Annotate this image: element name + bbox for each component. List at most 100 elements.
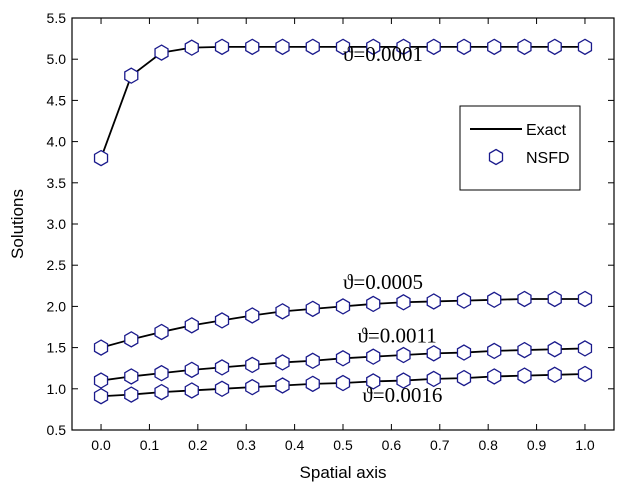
nsfd-marker [245, 38, 260, 56]
nsfd-marker [547, 290, 562, 308]
nsfd-marker [214, 312, 230, 329]
nsfd-marker [305, 352, 320, 370]
nsfd-marker [547, 38, 562, 56]
x-axis-label: Spatial axis [300, 463, 387, 482]
nsfd-marker [396, 38, 411, 56]
legend-nsfd-hexagon-swatch [488, 148, 504, 166]
x-tick-label: 0.7 [430, 437, 450, 453]
legend-label-exact: Exact [526, 122, 567, 139]
y-tick-label: 1.5 [47, 340, 67, 356]
nsfd-marker [456, 292, 472, 309]
x-tick-label: 0.4 [285, 437, 305, 453]
nsfd-marker [396, 294, 411, 311]
series-annotation: ϑ=0.0016 [362, 383, 442, 407]
nsfd-marker [335, 350, 351, 367]
y-tick-label: 2.5 [47, 257, 67, 273]
nsfd-marker [184, 317, 199, 334]
nsfd-marker [577, 365, 593, 383]
nsfd-marker [517, 290, 532, 308]
nsfd-marker [396, 346, 411, 364]
y-tick-label: 4.5 [47, 92, 67, 108]
nsfd-marker [275, 303, 290, 320]
nsfd-marker [366, 295, 381, 313]
series-annotation: ϑ=0.0005 [343, 270, 423, 294]
nsfd-marker [577, 38, 593, 56]
nsfd-marker [275, 377, 290, 394]
nsfd-marker [487, 291, 502, 309]
nsfd-marker [517, 38, 532, 56]
nsfd-marker [305, 375, 320, 393]
nsfd-marker [245, 307, 260, 324]
nsfd-marker [547, 366, 562, 384]
nsfd-marker [487, 38, 502, 56]
exact-lines-layer [100, 45, 585, 398]
nsfd-marker [184, 361, 199, 379]
ticks-layer: 0.0 0.1 0.2 0.3 0.4 0.5 0.6 0.7 0.8 0.9 1.0 0.5 1.0 1… [47, 10, 614, 453]
nsfd-marker [366, 373, 381, 390]
nsfd-marker [124, 386, 139, 403]
x-tick-label: 1.0 [575, 437, 595, 453]
x-tick-label: 0.0 [91, 437, 111, 453]
nsfd-marker [154, 383, 169, 401]
nsfd-marker [577, 340, 593, 357]
x-tick-label: 0.8 [478, 437, 498, 453]
nsfd-marker [366, 348, 381, 365]
y-tick-label: 3.0 [47, 216, 67, 232]
nsfd-marker [154, 323, 169, 341]
x-tick-label: 0.3 [236, 437, 256, 453]
nsfd-markers-layer [93, 38, 593, 405]
x-tick-label: 0.1 [140, 437, 160, 453]
nsfd-marker [245, 356, 260, 374]
nsfd-marker [396, 372, 411, 389]
nsfd-marker [366, 38, 381, 56]
nsfd-marker [487, 342, 502, 360]
nsfd-marker [275, 38, 290, 56]
y-tick-label: 2.0 [47, 298, 67, 314]
nsfd-marker [456, 38, 472, 56]
plot-frame [71, 17, 615, 431]
nsfd-marker [335, 374, 351, 392]
legend: Exact NSFD [459, 105, 581, 191]
nsfd-marker [547, 340, 562, 358]
nsfd-marker [154, 364, 169, 382]
nsfd-marker [93, 149, 109, 167]
x-tick-label: 0.5 [333, 437, 353, 453]
nsfd-marker [124, 331, 139, 348]
x-tick-label: 0.9 [527, 437, 547, 453]
nsfd-marker [426, 370, 441, 388]
nsfd-marker [93, 387, 109, 405]
nsfd-marker [305, 300, 320, 318]
nsfd-marker [184, 39, 199, 56]
y-tick-label: 5.5 [47, 10, 67, 26]
nsfd-marker [93, 372, 109, 389]
nsfd-marker [335, 298, 351, 315]
nsfd-marker [124, 368, 139, 385]
nsfd-marker [456, 344, 472, 361]
annotations-layer: ϑ=0.0001 ϑ=0.0005 ϑ=0.0011 ϑ=0.0016 [343, 42, 442, 407]
nsfd-marker [93, 339, 109, 356]
nsfd-marker [214, 359, 230, 376]
nsfd-marker [487, 368, 502, 385]
legend-box [459, 105, 581, 191]
nsfd-marker [245, 378, 260, 396]
y-axis-label: Solutions [8, 189, 27, 259]
nsfd-marker [426, 38, 441, 56]
nsfd-marker [577, 290, 593, 308]
x-tick-label: 0.2 [188, 437, 208, 453]
nsfd-marker [335, 38, 351, 56]
nsfd-marker [184, 382, 199, 399]
nsfd-marker [426, 345, 441, 362]
y-tick-label: 0.5 [47, 422, 67, 438]
nsfd-marker [124, 67, 139, 84]
nsfd-marker [275, 354, 290, 371]
nsfd-marker [517, 341, 532, 359]
legend-label-nsfd: NSFD [526, 150, 570, 167]
nsfd-marker [214, 380, 230, 398]
nsfd-marker [456, 369, 472, 387]
y-tick-label: 1.0 [47, 381, 67, 397]
nsfd-marker [517, 367, 532, 384]
series-annotation: ϑ=0.0011 [358, 324, 437, 348]
nsfd-marker [305, 38, 320, 56]
y-tick-label: 4.0 [47, 134, 67, 150]
